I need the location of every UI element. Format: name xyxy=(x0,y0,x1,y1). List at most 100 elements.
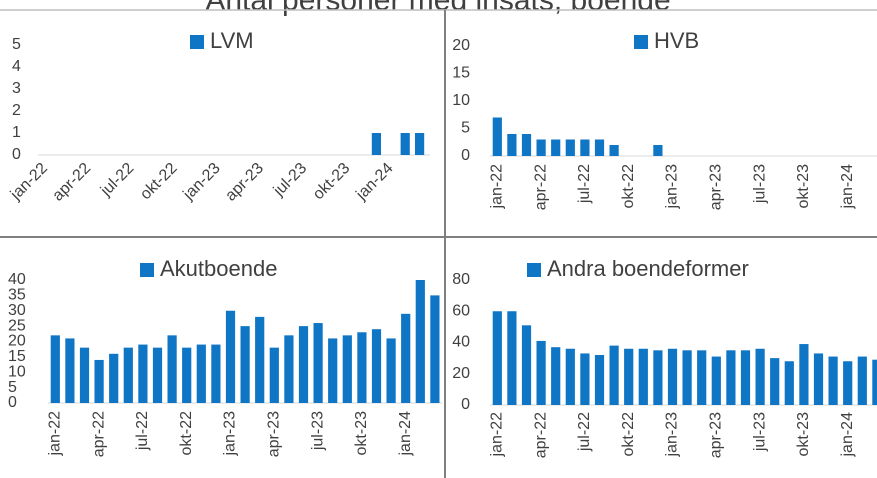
y-tick-label: 0 xyxy=(461,396,470,413)
legend-label: Andra boendeformer xyxy=(547,256,749,281)
bar xyxy=(167,335,177,403)
x-tick-label: jan-23 xyxy=(664,164,681,210)
x-tick-label: jan-22 xyxy=(489,164,506,210)
bar xyxy=(580,139,590,156)
bar xyxy=(79,347,90,403)
x-tick-label: apr-23 xyxy=(222,160,267,205)
y-tick-label: 5 xyxy=(12,36,21,53)
x-tick-label: jan-24 xyxy=(397,411,414,457)
x-tick-label: okt-23 xyxy=(353,411,370,456)
y-tick-label: 10 xyxy=(452,92,470,109)
x-tick-label: jan-23 xyxy=(180,160,224,204)
bar xyxy=(799,344,809,405)
bar xyxy=(857,356,867,405)
y-tick-label: 20 xyxy=(452,365,470,382)
bar xyxy=(667,348,678,405)
y-tick-label: 5 xyxy=(461,120,470,137)
bar xyxy=(138,344,148,403)
bar xyxy=(269,347,279,403)
bar xyxy=(109,353,119,403)
bar xyxy=(357,332,367,403)
y-tick-label: 2 xyxy=(12,102,21,119)
legend-swatch xyxy=(634,35,648,49)
y-tick-label: 5 xyxy=(8,379,17,396)
bar xyxy=(551,347,561,405)
y-tick-label: 0 xyxy=(8,394,17,411)
bar xyxy=(386,338,396,403)
y-tick-label: 35 xyxy=(8,287,26,304)
bar xyxy=(152,347,163,403)
x-tick-label: jul-22 xyxy=(134,411,151,451)
x-tick-label: okt-23 xyxy=(310,160,354,204)
x-tick-label: jul-23 xyxy=(270,160,310,200)
bar xyxy=(653,350,663,405)
bar xyxy=(726,350,736,405)
x-tick-label: jan-23 xyxy=(664,412,681,458)
x-tick-label: jul-22 xyxy=(576,164,593,204)
bar xyxy=(740,350,751,405)
bar xyxy=(123,347,133,403)
bar xyxy=(196,344,206,403)
bar xyxy=(536,139,546,156)
bar xyxy=(284,335,294,403)
bar xyxy=(521,325,532,405)
y-tick-label: 0 xyxy=(12,146,21,163)
bar xyxy=(609,345,619,405)
bar xyxy=(94,359,104,403)
bar xyxy=(371,329,382,403)
bar xyxy=(507,134,517,156)
bar xyxy=(536,340,546,405)
y-tick-label: 1 xyxy=(12,124,21,141)
x-tick-label: jul-22 xyxy=(576,412,593,452)
bar xyxy=(594,139,605,156)
bar xyxy=(507,311,517,405)
legend-label: LVM xyxy=(210,28,254,53)
bar xyxy=(682,350,692,405)
bar xyxy=(755,348,765,405)
bar xyxy=(813,353,824,405)
y-tick-label: 40 xyxy=(8,271,26,288)
x-tick-label: apr-22 xyxy=(90,411,107,457)
bar xyxy=(371,133,381,155)
x-tick-label: apr-23 xyxy=(266,411,283,457)
bar xyxy=(565,139,575,156)
bar xyxy=(313,323,323,403)
x-tick-label: okt-22 xyxy=(620,412,637,457)
y-tick-label: 80 xyxy=(452,271,470,288)
x-tick-label: jan-22 xyxy=(7,160,51,204)
legend-swatch xyxy=(527,263,541,277)
bar xyxy=(828,356,838,405)
bar xyxy=(65,338,75,403)
y-tick-label: 15 xyxy=(452,65,470,82)
x-tick-label: apr-23 xyxy=(708,164,725,210)
bar xyxy=(415,133,425,155)
x-tick-label: jan-23 xyxy=(222,411,239,457)
x-tick-label: jul-23 xyxy=(309,411,326,451)
bar xyxy=(594,355,605,405)
x-tick-label: okt-23 xyxy=(795,164,812,209)
y-tick-label: 4 xyxy=(12,58,21,75)
x-tick-label: jan-24 xyxy=(839,412,856,458)
bar xyxy=(638,348,648,405)
bar xyxy=(784,361,794,405)
bar xyxy=(492,117,502,156)
bar xyxy=(400,133,410,155)
bar xyxy=(521,134,532,156)
bar xyxy=(415,280,425,403)
bar xyxy=(697,350,707,405)
bar xyxy=(565,348,575,405)
page-title: Antal personer med insats, boende xyxy=(205,0,670,17)
legend-swatch xyxy=(140,263,154,277)
bar xyxy=(770,358,780,405)
x-tick-label: apr-22 xyxy=(49,160,94,205)
bar xyxy=(240,326,250,403)
x-tick-label: jul-23 xyxy=(751,164,768,204)
legend-swatch xyxy=(190,35,204,49)
bar xyxy=(225,310,236,403)
bar xyxy=(843,361,853,405)
x-tick-label: okt-23 xyxy=(795,412,812,457)
bar xyxy=(50,335,60,403)
bar xyxy=(609,145,619,156)
y-tick-label: 20 xyxy=(452,37,470,54)
